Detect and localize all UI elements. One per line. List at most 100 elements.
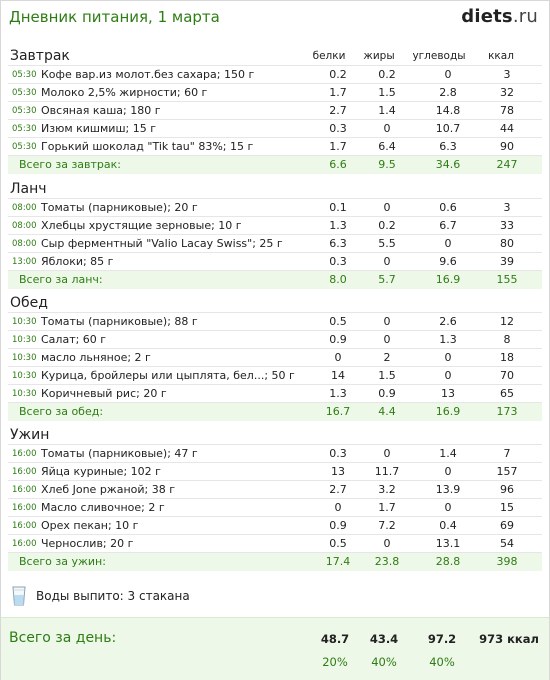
entry-time: 10:30 [12,317,37,327]
kcal-value: 44 [500,122,514,135]
day-carbs-percent: 40% [429,655,455,669]
meal-total-label: Всего за завтрак: [19,158,122,171]
food-row[interactable]: 16:00 Чернослив; 20 г 0.5 0 13.1 54 [8,534,542,553]
fat-value: 1.5 [378,369,396,382]
food-row[interactable]: 05:30 Кофе вар.из молот.без сахара; 150 г… [8,65,542,84]
entry-time: 10:30 [12,335,37,345]
food-name[interactable]: Томаты (парниковые); 20 г [41,201,198,214]
food-name[interactable]: Орех пекан; 10 г [41,519,139,532]
food-name[interactable]: масло льняное; 2 г [41,351,151,364]
day-total-panel: Всего за день: 48.7 43.4 97.2 973 ккал 2… [1,617,549,680]
food-row[interactable]: 08:00 Хлебцы хрустящие зерновые; 10 г 1.3 0… [8,216,542,235]
protein-value: 2.7 [329,483,347,496]
protein-value: 1.3 [329,219,347,232]
food-row[interactable]: 10:30 масло льняное; 2 г 0 2 0 18 [8,348,542,367]
entry-time: 05:30 [12,106,37,116]
kcal-value: 32 [500,86,514,99]
carbs-value: 2.6 [439,315,457,328]
meal-title: Обед [10,295,48,311]
carbs-value: 13.1 [435,537,461,550]
food-name[interactable]: Сыр ферментный "Valio Lacay Swiss"; 25 г [41,237,283,250]
food-name[interactable]: Молоко 2,5% жирности; 60 г [41,86,208,99]
day-kcal: 973 ккал [479,632,539,646]
food-row[interactable]: 16:00 Яйца куриные; 102 г 13 11.7 0 157 [8,462,542,481]
kcal-value: 78 [500,104,514,117]
header: Дневник питания, 1 марта diets.ru [0,0,550,36]
entry-time: 16:00 [12,521,37,531]
brand-tld: .ru [512,6,538,27]
total-kcal: 173 [496,405,518,418]
food-name[interactable]: Яйца куриные; 102 г [41,465,161,478]
food-row[interactable]: 16:00 Орех пекан; 10 г 0.9 7.2 0.4 69 [8,516,542,535]
fat-value: 0 [383,333,391,346]
food-name[interactable]: Кофе вар.из молот.без сахара; 150 г [41,68,255,81]
food-name[interactable]: Овсяная каша; 180 г [41,104,161,117]
food-name[interactable]: Курица, бройлеры или цыплята, бел...; 50… [41,369,295,382]
meal-title: Завтрак [10,48,70,64]
meal-header-supper: Ужин [0,424,550,446]
protein-value: 0.9 [329,333,347,346]
food-row[interactable]: 05:30 Горький шоколад "Tik tau" 83%; 15 г… [8,137,542,156]
protein-value: 0.3 [329,255,347,268]
food-name[interactable]: Чернослив; 20 г [41,537,134,550]
food-row[interactable]: 10:30 Курица, бройлеры или цыплята, бел..… [8,366,542,385]
kcal-value: 90 [500,140,514,153]
protein-value: 2.7 [329,104,347,117]
protein-value: 13 [331,465,345,478]
kcal-value: 8 [503,333,511,346]
food-row[interactable]: 13:00 Яблоки; 85 г 0.3 0 9.6 39 [8,252,542,271]
food-row[interactable]: 05:30 Изюм кишмиш; 15 г 0.3 0 10.7 44 [8,119,542,138]
total-carbs: 16.9 [435,405,461,418]
food-row[interactable]: 05:30 Овсяная каша; 180 г 2.7 1.4 14.8 78 [8,101,542,120]
day-protein: 48.7 [320,632,350,646]
food-name[interactable]: Масло сливочное; 2 г [41,501,165,514]
food-name[interactable]: Яблоки; 85 г [41,255,114,268]
food-name[interactable]: Хлебцы хрустящие зерновые; 10 г [41,219,242,232]
kcal-value: 54 [500,537,514,550]
fat-value: 6.4 [378,140,396,153]
total-fat: 9.5 [378,158,396,171]
total-fat: 23.8 [374,555,400,568]
kcal-value: 12 [500,315,514,328]
food-name[interactable]: Томаты (парниковые); 47 г [41,447,198,460]
entry-time: 16:00 [12,485,37,495]
food-name[interactable]: Коричневый рис; 20 г [41,387,167,400]
food-row[interactable]: 10:30 Коричневый рис; 20 г 1.3 0.9 13 65 [8,384,542,403]
food-row[interactable]: 10:30 Салат; 60 г 0.9 0 1.3 8 [8,330,542,349]
food-name[interactable]: Горький шоколад "Tik tau" 83%; 15 г [41,140,254,153]
day-total-label: Всего за день: [9,630,117,646]
brand-name: diets [461,6,513,27]
kcal-value: 80 [500,237,514,250]
meal-title: Ланч [10,181,47,197]
food-row[interactable]: 16:00 Хлеб Jone ржаной; 38 г 2.7 3.2 13.9 96 [8,480,542,499]
food-row[interactable]: 08:00 Сыр ферментный "Valio Lacay Swiss";… [8,234,542,253]
brand-logo[interactable]: diets.ru [461,6,538,27]
water-text: Воды выпито: 3 стакана [36,589,190,603]
entry-time: 08:00 [12,203,37,213]
food-row[interactable]: 16:00 Масло сливочное; 2 г 0 1.7 0 15 [8,498,542,517]
day-fat: 43.4 [369,632,399,646]
entry-time: 05:30 [12,70,37,80]
fat-value: 0 [383,255,391,268]
kcal-value: 3 [503,201,511,214]
carbs-value: 0 [444,351,452,364]
kcal-value: 96 [500,483,514,496]
food-name[interactable]: Хлеб Jone ржаной; 38 г [41,483,176,496]
food-row[interactable]: 16:00 Томаты (парниковые); 47 г 0.3 0 1.4 7 [8,444,542,463]
food-name[interactable]: Изюм кишмиш; 15 г [41,122,156,135]
food-name[interactable]: Салат; 60 г [41,333,107,346]
kcal-value: 65 [500,387,514,400]
meal-header-breakfast: Завтрак белки жиры углеводы ккал [0,45,550,67]
food-name[interactable]: Томаты (парниковые); 88 г [41,315,198,328]
protein-value: 0 [334,351,342,364]
meal-total-label: Всего за обед: [19,405,104,418]
column-header-carbs: углеводы [412,50,466,62]
food-row[interactable]: 05:30 Молоко 2,5% жирности; 60 г 1.7 1.5 2.8… [8,83,542,102]
entry-time: 16:00 [12,467,37,477]
food-row[interactable]: 10:30 Томаты (парниковые); 88 г 0.5 0 2.6 12 [8,312,542,331]
fat-value: 11.7 [374,465,400,478]
food-row[interactable]: 08:00 Томаты (парниковые); 20 г 0.1 0 0.6 3 [8,198,542,217]
page-title: Дневник питания, 1 марта [9,8,220,26]
fat-value: 0.9 [378,387,396,400]
entry-time: 13:00 [12,257,37,267]
